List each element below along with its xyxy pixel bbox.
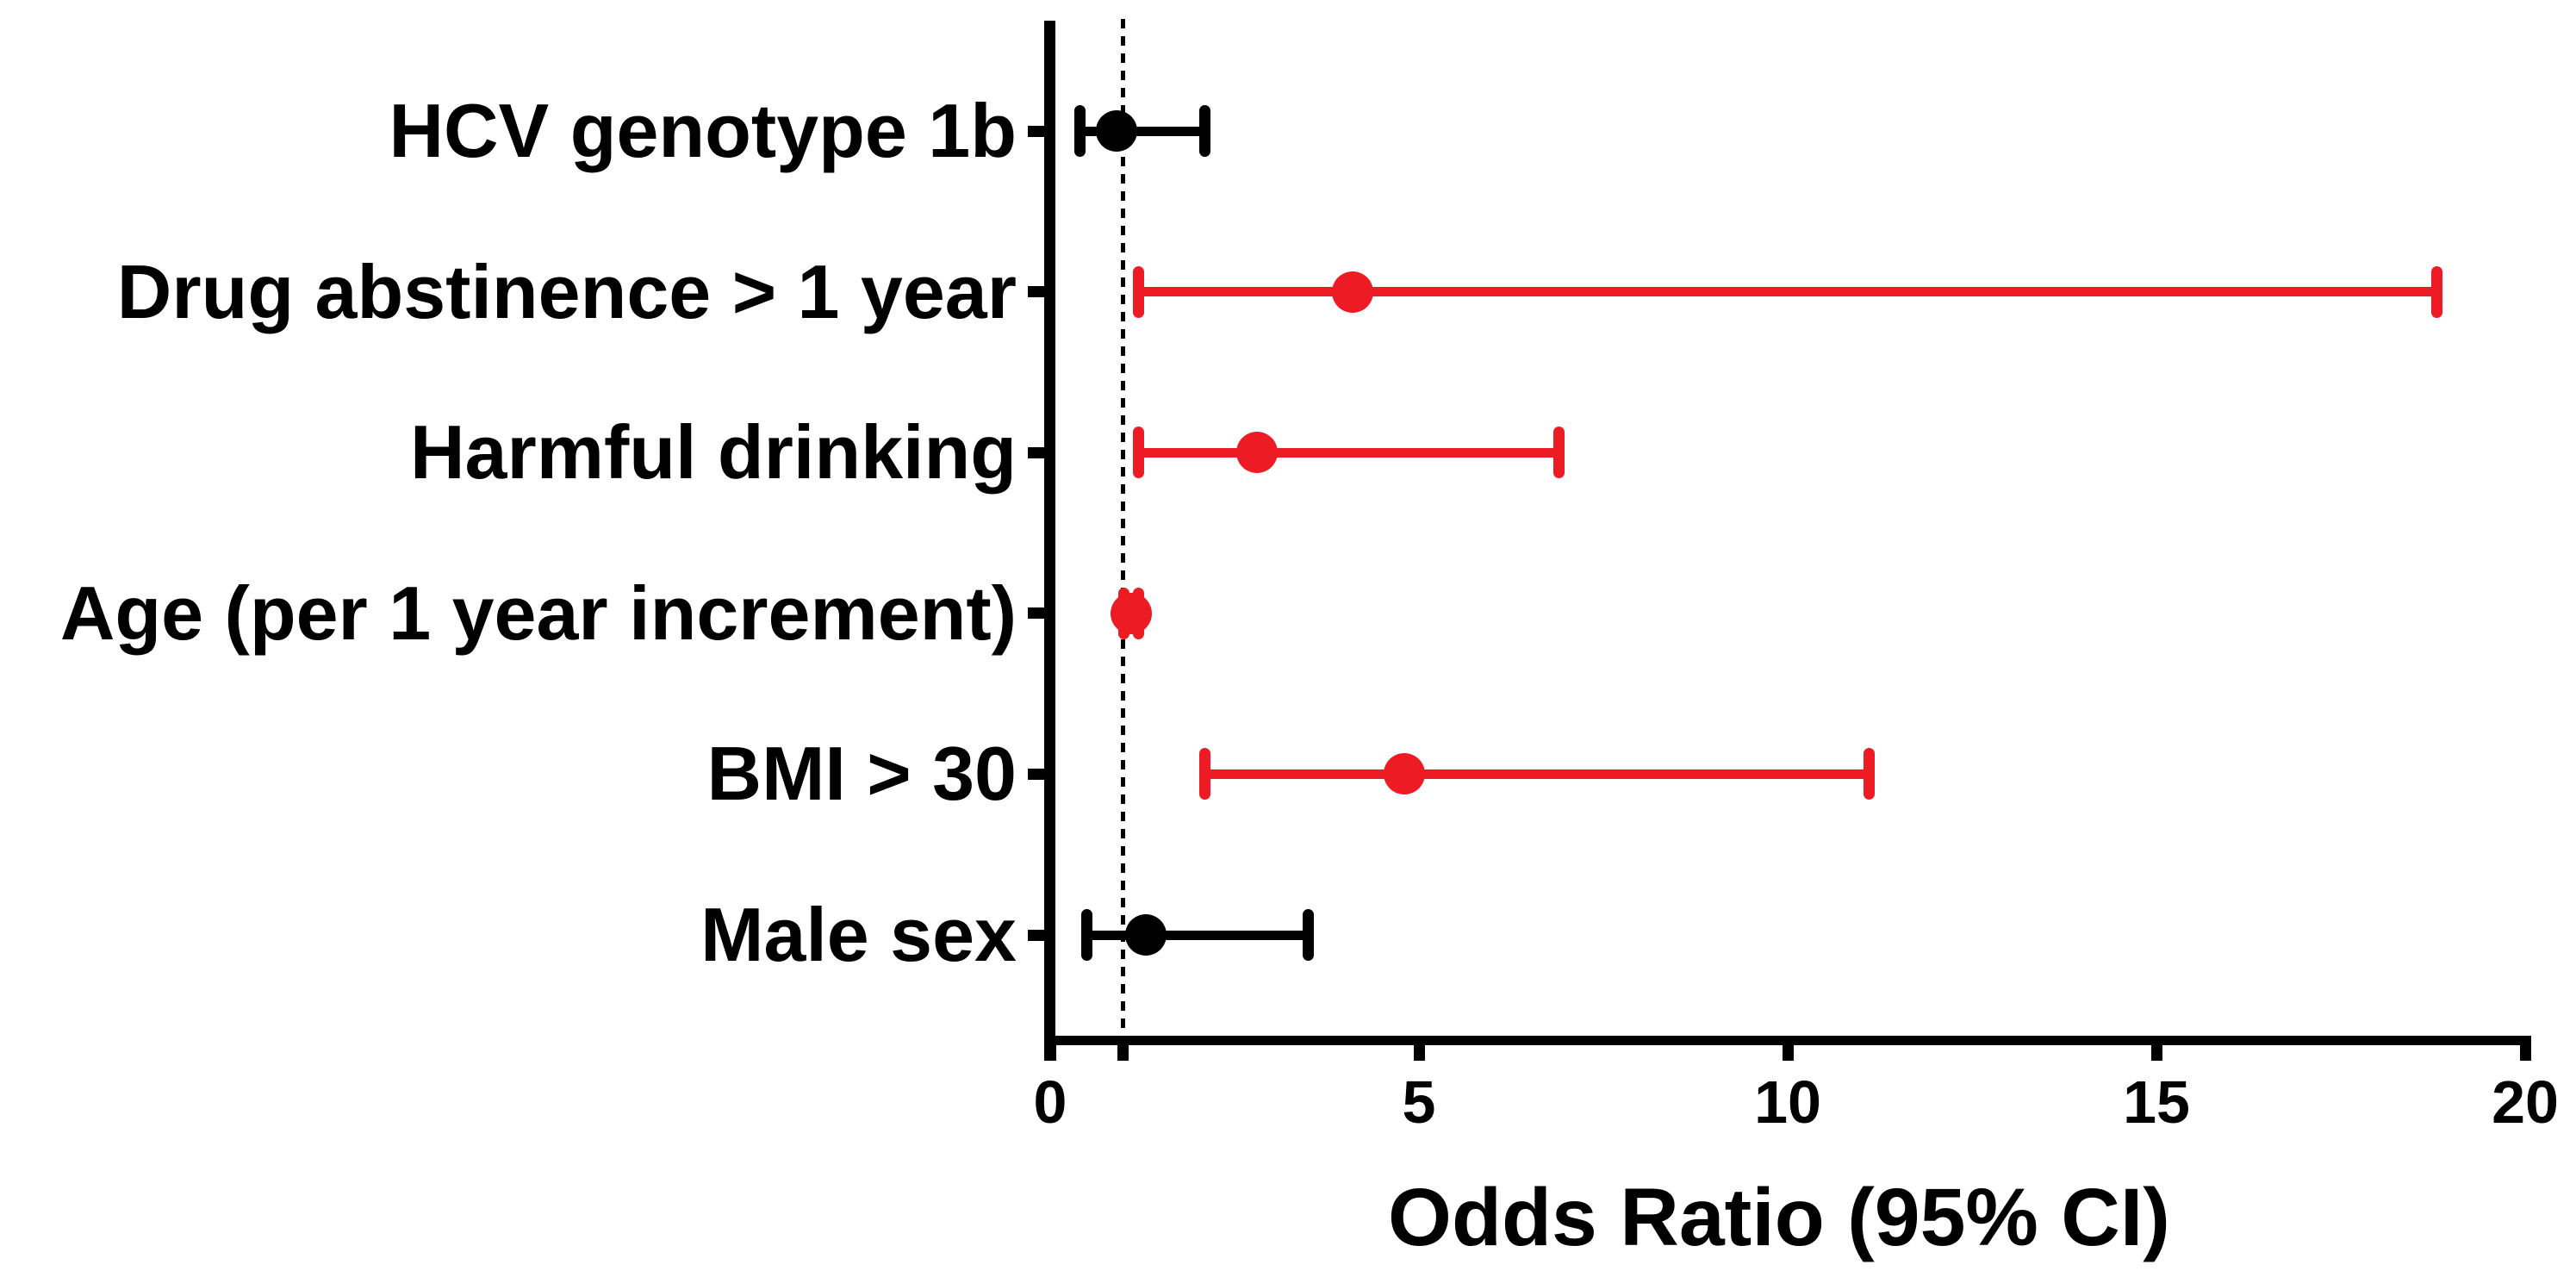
or-point-marker (1383, 753, 1425, 795)
or-point-marker (1111, 592, 1153, 634)
reference-line-or-1 (1121, 19, 1125, 1036)
ci-cap-high (1303, 909, 1315, 961)
ci-cap-high (1553, 427, 1565, 479)
x-tick (1044, 1036, 1056, 1061)
x-tick-label: 10 (1754, 1068, 1821, 1136)
reference-line-tick (1117, 1036, 1129, 1061)
ci-cap-high (2430, 265, 2442, 318)
x-tick-label: 5 (1402, 1068, 1436, 1136)
category-label: Drug abstinence > 1 year (116, 248, 1017, 334)
category-tick (1028, 286, 1045, 298)
x-tick-label: 0 (1033, 1068, 1067, 1136)
x-tick-label: 20 (2492, 1068, 2559, 1136)
ci-bar (1138, 447, 1559, 458)
category-label: Harmful drinking (409, 409, 1017, 495)
ci-cap-high (1863, 748, 1875, 800)
x-tick-label: 15 (2123, 1068, 2190, 1136)
or-point-marker (1331, 271, 1373, 313)
category-label: HCV genotype 1b (389, 88, 1017, 173)
x-tick (1782, 1036, 1794, 1061)
ci-cap-high (1199, 105, 1211, 157)
ci-bar (1204, 769, 1870, 779)
x-tick (2150, 1036, 2162, 1061)
ci-cap-low (1199, 748, 1211, 800)
category-label: Age (per 1 year increment) (59, 570, 1017, 656)
ci-bar (1086, 930, 1309, 940)
x-tick (2519, 1036, 2531, 1061)
category-tick (1028, 607, 1045, 620)
ci-cap-low (1133, 427, 1145, 479)
category-tick (1028, 125, 1045, 137)
ci-cap-low (1133, 265, 1145, 318)
x-tick (1413, 1036, 1425, 1061)
x-axis-title: Odds Ratio (95% CI) (1388, 1172, 2170, 1263)
ci-bar (1138, 287, 2437, 297)
category-label: BMI > 30 (706, 731, 1017, 817)
or-point-marker (1096, 110, 1138, 152)
y-axis-line (1044, 21, 1055, 1061)
ci-bar (1080, 126, 1205, 136)
category-tick (1028, 929, 1045, 941)
ci-cap-low (1073, 105, 1086, 157)
ci-cap-low (1081, 909, 1093, 961)
or-point-marker (1125, 914, 1167, 956)
category-label: Male sex (700, 892, 1017, 977)
or-point-marker (1235, 432, 1278, 474)
category-tick (1028, 768, 1045, 780)
category-tick (1028, 446, 1045, 458)
